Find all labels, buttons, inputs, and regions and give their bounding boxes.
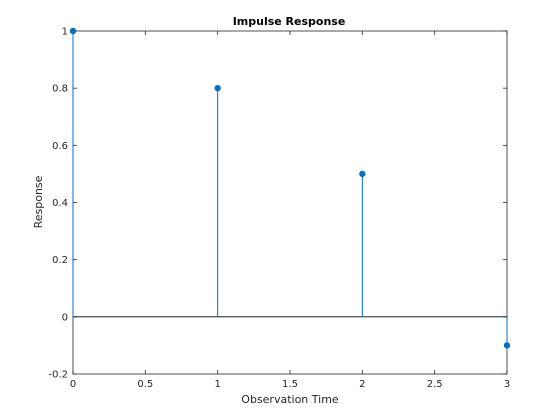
stem-marker <box>359 170 366 178</box>
y-tick-label: 0 <box>62 312 68 323</box>
x-tick-label: 3 <box>504 379 510 390</box>
x-tick-label: 0.5 <box>137 379 153 390</box>
x-axis: 0 0.5 1 1.5 2 2.5 3 <box>70 31 510 390</box>
x-tick-label: 0 <box>70 379 76 390</box>
y-axis-label: Response <box>32 175 45 228</box>
x-tick-label: 2.5 <box>427 379 443 390</box>
x-axis-label: Observation Time <box>241 393 339 406</box>
plot-area <box>72 30 508 375</box>
y-tick-label: 0.4 <box>52 198 68 209</box>
y-tick-label: 0.6 <box>52 141 68 152</box>
x-tick-label: 1 <box>214 379 220 390</box>
stem-marker <box>214 84 221 92</box>
y-axis: -0.2 0 0.2 0.4 0.6 0.8 1 <box>48 27 507 381</box>
y-tick-label: 0.8 <box>52 84 68 95</box>
stem-series <box>69 27 511 349</box>
y-tick-label: 1 <box>62 27 68 38</box>
x-tick-label: 2 <box>359 379 365 390</box>
x-tick-label: 1.5 <box>282 379 298 390</box>
y-tick-label: -0.2 <box>48 370 68 381</box>
stem-marker <box>503 342 511 349</box>
chart-title: Impulse Response <box>233 15 346 28</box>
stem-marker <box>69 27 77 35</box>
y-tick-label: 0.2 <box>52 255 68 266</box>
